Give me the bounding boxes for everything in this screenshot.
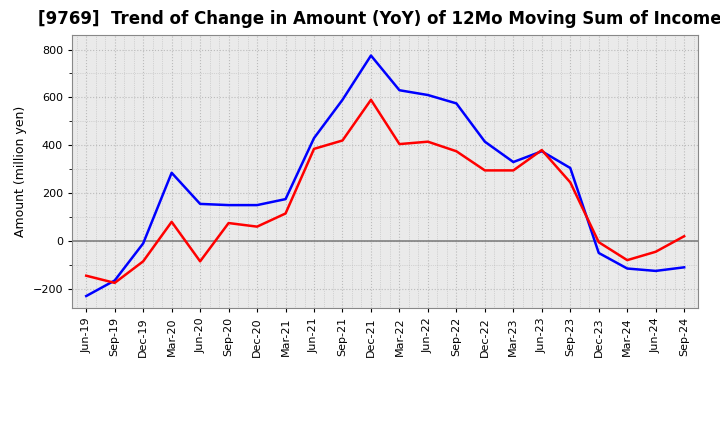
Net Income — [338, 138, 347, 143]
Ordinary Income — [680, 265, 688, 270]
Ordinary Income — [196, 201, 204, 206]
Ordinary Income — [338, 97, 347, 103]
Net Income — [282, 211, 290, 216]
Net Income — [253, 224, 261, 229]
Net Income — [196, 259, 204, 264]
Ordinary Income — [480, 139, 489, 144]
Ordinary Income — [225, 202, 233, 208]
Net Income — [310, 146, 318, 151]
Net Income — [480, 168, 489, 173]
Ordinary Income — [623, 266, 631, 271]
Ordinary Income — [282, 197, 290, 202]
Net Income — [139, 259, 148, 264]
Net Income — [652, 249, 660, 254]
Net Income — [509, 168, 518, 173]
Net Income — [566, 180, 575, 185]
Line: Ordinary Income: Ordinary Income — [86, 55, 684, 296]
Ordinary Income — [139, 241, 148, 246]
Net Income — [82, 273, 91, 279]
Net Income — [423, 139, 432, 144]
Y-axis label: Amount (million yen): Amount (million yen) — [14, 106, 27, 237]
Net Income — [680, 234, 688, 239]
Net Income — [366, 97, 375, 103]
Net Income — [595, 239, 603, 245]
Ordinary Income — [110, 278, 119, 283]
Net Income — [167, 219, 176, 224]
Ordinary Income — [566, 165, 575, 171]
Net Income — [395, 141, 404, 147]
Net Income — [623, 257, 631, 263]
Ordinary Income — [82, 293, 91, 299]
Ordinary Income — [509, 159, 518, 165]
Ordinary Income — [537, 149, 546, 154]
Legend: Ordinary Income, Net Income: Ordinary Income, Net Income — [241, 437, 529, 440]
Ordinary Income — [310, 136, 318, 141]
Ordinary Income — [452, 101, 461, 106]
Line: Net Income: Net Income — [86, 100, 684, 283]
Ordinary Income — [167, 170, 176, 176]
Ordinary Income — [595, 250, 603, 256]
Ordinary Income — [253, 202, 261, 208]
Net Income — [537, 147, 546, 153]
Ordinary Income — [423, 92, 432, 98]
Net Income — [452, 149, 461, 154]
Net Income — [225, 220, 233, 226]
Ordinary Income — [366, 53, 375, 58]
Ordinary Income — [395, 88, 404, 93]
Ordinary Income — [652, 268, 660, 274]
Title: [9769]  Trend of Change in Amount (YoY) of 12Mo Moving Sum of Incomes: [9769] Trend of Change in Amount (YoY) o… — [38, 10, 720, 28]
Net Income — [110, 280, 119, 286]
